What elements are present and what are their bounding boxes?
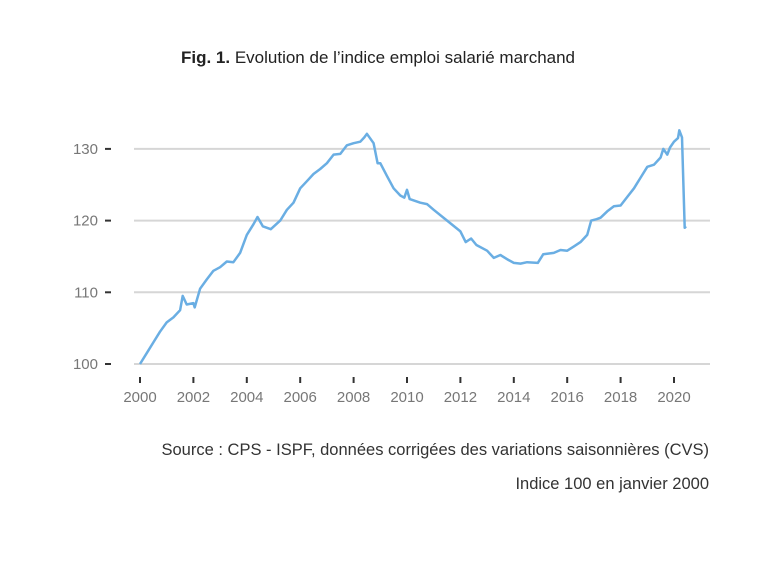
x-tick-label: 2018 [604,389,637,406]
x-tick-label: 2002 [177,389,210,406]
y-tick-label: 100 [73,356,98,373]
figure-number: Fig. 1. [180,48,231,67]
chart-title: Fig. 1. Evolution de l’indice emploi sal… [0,48,756,68]
x-tick-label: 2014 [497,389,530,406]
x-tick-label: 2000 [123,389,156,406]
index-note: Indice 100 en janvier 2000 [515,475,709,493]
series-line [138,129,687,365]
x-tick-label: 2004 [230,389,263,406]
x-tick-label: 2008 [337,389,370,406]
source-note: Source : CPS - ISPF, données corrigées d… [161,441,710,459]
x-tick-label: 2016 [551,389,584,406]
title-text: Evolution de l’indice emploi salarié mar… [234,48,576,67]
x-tick-label: 2010 [390,389,423,406]
y-tick-label: 120 [73,213,98,230]
y-tick-label: 130 [73,141,98,158]
x-tick-label: 2020 [657,389,690,406]
x-tick-label: 2006 [284,389,317,406]
x-tick-label: 2012 [444,389,477,406]
y-tick-label: 110 [74,284,98,301]
